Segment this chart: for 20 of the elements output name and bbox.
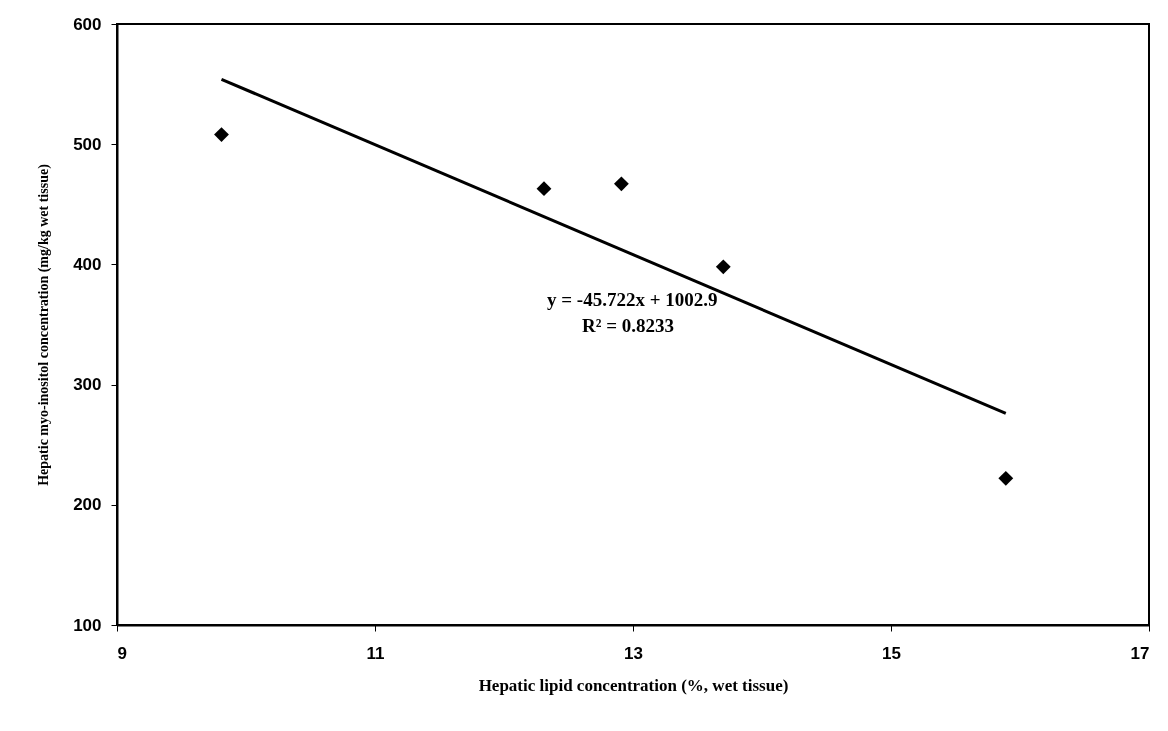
point: [715, 259, 731, 275]
annotation: y = -45.722x + 1002.9: [547, 289, 718, 310]
y-tick-label: 600: [73, 14, 102, 34]
y-tick-label: 100: [73, 615, 102, 635]
point: [613, 176, 629, 192]
x-tick-label: 15: [882, 643, 901, 663]
y-axis-title: Hepatic myo-inositol concentration (mg/kg wet tissue): [36, 163, 53, 486]
x-tick-label: 11: [366, 643, 385, 663]
point: [536, 181, 552, 197]
x-tick-label: 17: [1130, 643, 1150, 663]
x-tick-label: 9: [117, 643, 127, 663]
point: [214, 127, 229, 142]
y-tick-label: 200: [73, 495, 102, 515]
x-tick-label: 13: [624, 643, 643, 663]
y-tick-label: 400: [73, 254, 102, 274]
y-tick-label: 500: [73, 134, 102, 154]
annotation: R² = 0.8233: [582, 315, 674, 336]
x-axis-title: Hepatic lipid concentration (%, wet tissue): [478, 675, 789, 695]
y-tick-label: 300: [73, 375, 102, 395]
point: [998, 470, 1014, 486]
